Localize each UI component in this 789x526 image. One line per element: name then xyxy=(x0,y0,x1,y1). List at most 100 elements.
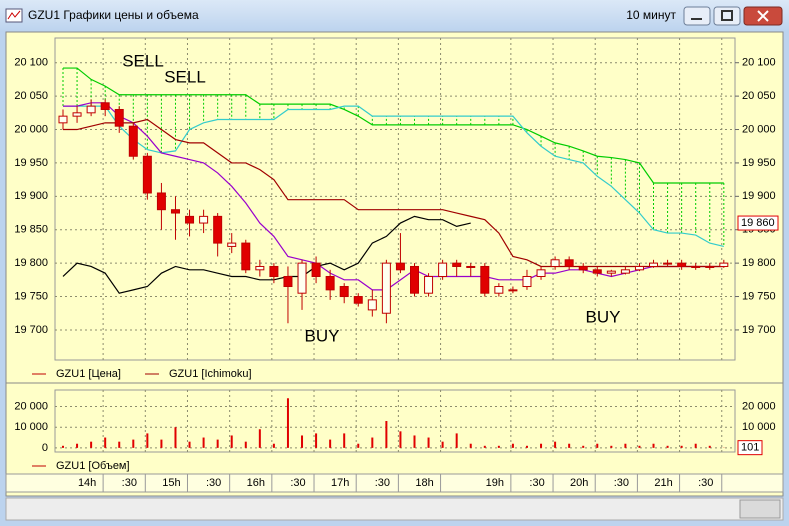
time-label: :30 xyxy=(122,477,137,489)
candle-body xyxy=(100,102,110,110)
time-label: 21h xyxy=(654,477,672,489)
volume-bar xyxy=(174,427,177,448)
annotation: SELL xyxy=(164,67,206,86)
volume-bar xyxy=(216,439,219,448)
volume-bar xyxy=(582,445,585,448)
y-tick-label: 20 100 xyxy=(14,57,48,69)
candle-body xyxy=(156,192,166,211)
volume-bar xyxy=(568,443,571,448)
volume-marker: 101 xyxy=(741,442,759,454)
time-label: :30 xyxy=(529,477,544,489)
volume-bar xyxy=(329,439,332,448)
legend-label: GZU1 [Ichimoku] xyxy=(169,368,252,380)
annotation: BUY xyxy=(305,326,340,345)
candle-body xyxy=(691,265,701,268)
volume-bar xyxy=(146,433,149,448)
candle-body xyxy=(508,289,518,292)
volume-tick-label: 10 000 xyxy=(14,421,48,433)
y-tick-label: 19 850 xyxy=(14,224,48,236)
candle-body xyxy=(241,242,251,271)
candle-body xyxy=(452,262,462,267)
y-tick-label-right: 20 050 xyxy=(742,90,776,102)
volume-bar xyxy=(118,441,121,448)
volume-bar xyxy=(315,433,318,448)
legend-label: GZU1 [Цена] xyxy=(56,368,121,380)
candle-body xyxy=(606,270,616,274)
indicator-line xyxy=(63,67,724,184)
volume-bar xyxy=(76,443,79,448)
scrollbar[interactable] xyxy=(5,497,784,521)
indicator-line xyxy=(63,105,724,248)
time-label: 17h xyxy=(331,477,349,489)
volume-bar xyxy=(132,439,135,448)
time-label: :30 xyxy=(375,477,390,489)
volume-bar xyxy=(258,429,261,448)
candle-body xyxy=(592,269,602,274)
volume-bar xyxy=(188,441,191,448)
scroll-thumb[interactable] xyxy=(739,499,781,519)
volume-bar xyxy=(525,445,528,448)
indicator-line xyxy=(63,102,724,291)
volume-bar xyxy=(272,443,275,448)
volume-bar xyxy=(511,443,514,448)
volume-bar xyxy=(441,441,444,448)
time-label: 19h xyxy=(486,477,504,489)
candle-body xyxy=(114,108,124,127)
time-label: 15h xyxy=(162,477,180,489)
volume-bar xyxy=(638,445,641,448)
candle-body xyxy=(649,262,659,267)
candle-body xyxy=(634,265,644,271)
candle-body xyxy=(339,286,349,298)
volume-plot-frame xyxy=(54,389,736,453)
y-tick-label-right: 19 750 xyxy=(742,290,776,302)
candle-body xyxy=(128,125,138,157)
candle-body xyxy=(719,262,729,267)
window-icon-glyph xyxy=(7,10,21,20)
y-tick-label-right: 20 100 xyxy=(742,57,776,69)
candle-body xyxy=(381,262,391,314)
time-label: :30 xyxy=(290,477,305,489)
candle-body xyxy=(550,259,560,267)
candle-body xyxy=(86,105,96,114)
volume-bar xyxy=(160,439,163,448)
candle-body xyxy=(227,242,237,247)
time-label: 16h xyxy=(247,477,265,489)
candle-body xyxy=(494,286,504,294)
y-tick-label: 19 800 xyxy=(14,257,48,269)
volume-bar xyxy=(371,437,374,448)
volume-bar xyxy=(708,445,711,448)
indicator-line xyxy=(62,215,471,294)
candle-body xyxy=(410,265,419,294)
candle-body xyxy=(620,269,630,274)
window-title: GZU1 Графики цены и объема xyxy=(28,8,199,22)
time-label: 20h xyxy=(570,477,588,489)
y-tick-label: 19 700 xyxy=(14,324,48,336)
candle-body xyxy=(72,112,82,117)
volume-bar xyxy=(202,437,205,448)
price-marker: 19 860 xyxy=(741,217,775,229)
minimize-button[interactable] xyxy=(683,6,711,26)
close-icon xyxy=(757,10,769,22)
time-label: 14h xyxy=(78,477,96,489)
volume-bar xyxy=(624,443,627,448)
volume-tick-label-right: 20 000 xyxy=(742,400,776,412)
maximize-button[interactable] xyxy=(713,6,741,26)
volume-bar xyxy=(610,445,613,448)
candle-body xyxy=(466,265,476,268)
candle-body xyxy=(705,265,715,268)
volume-bar xyxy=(680,445,683,448)
volume-bar xyxy=(90,441,93,448)
y-tick-label-right: 19 950 xyxy=(742,157,776,169)
y-tick-label: 20 050 xyxy=(14,90,48,102)
volume-bar xyxy=(455,433,458,448)
volume-bar xyxy=(596,443,599,448)
y-tick-label: 19 900 xyxy=(14,190,48,202)
volume-bar xyxy=(244,441,247,448)
candle-body xyxy=(325,275,335,291)
y-tick-label: 19 950 xyxy=(14,157,48,169)
volume-bar xyxy=(483,445,486,448)
volume-tick-label: 20 000 xyxy=(14,400,48,412)
y-tick-label-right: 19 800 xyxy=(742,257,776,269)
interval-label: 10 минут xyxy=(626,8,676,22)
